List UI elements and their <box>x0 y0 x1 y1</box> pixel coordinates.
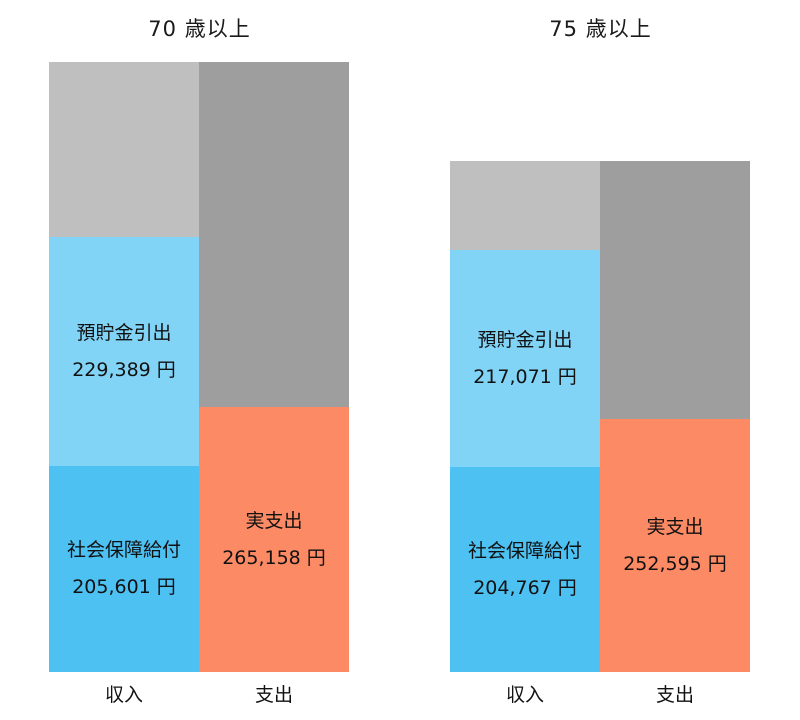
income-bar: 預貯金引出 229,389 円 社会保障給付 205,601 円 <box>49 62 199 672</box>
income-axis-label: 収入 <box>104 684 143 706</box>
segment-value: 265,158 円 <box>222 546 326 569</box>
segment-label: 実支出 <box>646 515 704 538</box>
axis-labels: 収入 支出 <box>49 680 350 707</box>
chart-group-75: 75 歳以上 預貯金引出 217,071 円 社会保障給付 204,767 円 … <box>450 0 751 720</box>
expense-unlabeled-segment <box>600 161 750 419</box>
group-title-75: 75 歳以上 <box>549 17 652 41</box>
savings-withdrawal-segment: 預貯金引出 229,389 円 <box>49 237 199 466</box>
income-axis-label: 収入 <box>505 684 544 706</box>
social-security-segment: 社会保障給付 204,767 円 <box>450 467 600 672</box>
income-unlabeled-segment <box>49 62 199 237</box>
segment-label: 実支出 <box>245 509 303 532</box>
real-expenditure-segment: 実支出 265,158 円 <box>199 407 349 672</box>
segment-label: 社会保障給付 <box>66 539 181 561</box>
segment-value: 204,767 円 <box>473 576 577 599</box>
expense-axis-label: 支出 <box>254 684 293 706</box>
segment-value: 229,389 円 <box>72 358 176 381</box>
expense-unlabeled-segment <box>199 62 349 407</box>
segment-label: 預貯金引出 <box>477 328 573 351</box>
group-title-70: 70 歳以上 <box>148 17 251 41</box>
bar-pair: 預貯金引出 229,389 円 社会保障給付 205,601 円 実支出 265… <box>49 62 349 672</box>
social-security-segment: 社会保障給付 205,601 円 <box>49 466 199 672</box>
expense-bar: 実支出 252,595 円 <box>600 161 750 672</box>
segment-value: 217,071 円 <box>473 365 577 388</box>
real-expenditure-segment: 実支出 252,595 円 <box>600 419 750 672</box>
expense-axis-label: 支出 <box>655 684 694 706</box>
expense-bar: 実支出 265,158 円 <box>199 62 349 672</box>
segment-value: 205,601 円 <box>72 576 176 598</box>
income-unlabeled-segment <box>450 161 600 250</box>
axis-labels: 収入 支出 <box>450 680 751 707</box>
income-bar: 預貯金引出 217,071 円 社会保障給付 204,767 円 <box>450 161 600 672</box>
segment-label: 預貯金引出 <box>76 321 172 344</box>
bar-pair: 預貯金引出 217,071 円 社会保障給付 204,767 円 実支出 252… <box>450 161 750 672</box>
segment-label: 社会保障給付 <box>467 539 582 562</box>
segment-value: 252,595 円 <box>623 552 727 575</box>
chart-group-70: 70 歳以上 預貯金引出 229,389 円 社会保障給付 205,601 円 … <box>49 0 350 720</box>
savings-withdrawal-segment: 預貯金引出 217,071 円 <box>450 250 600 467</box>
